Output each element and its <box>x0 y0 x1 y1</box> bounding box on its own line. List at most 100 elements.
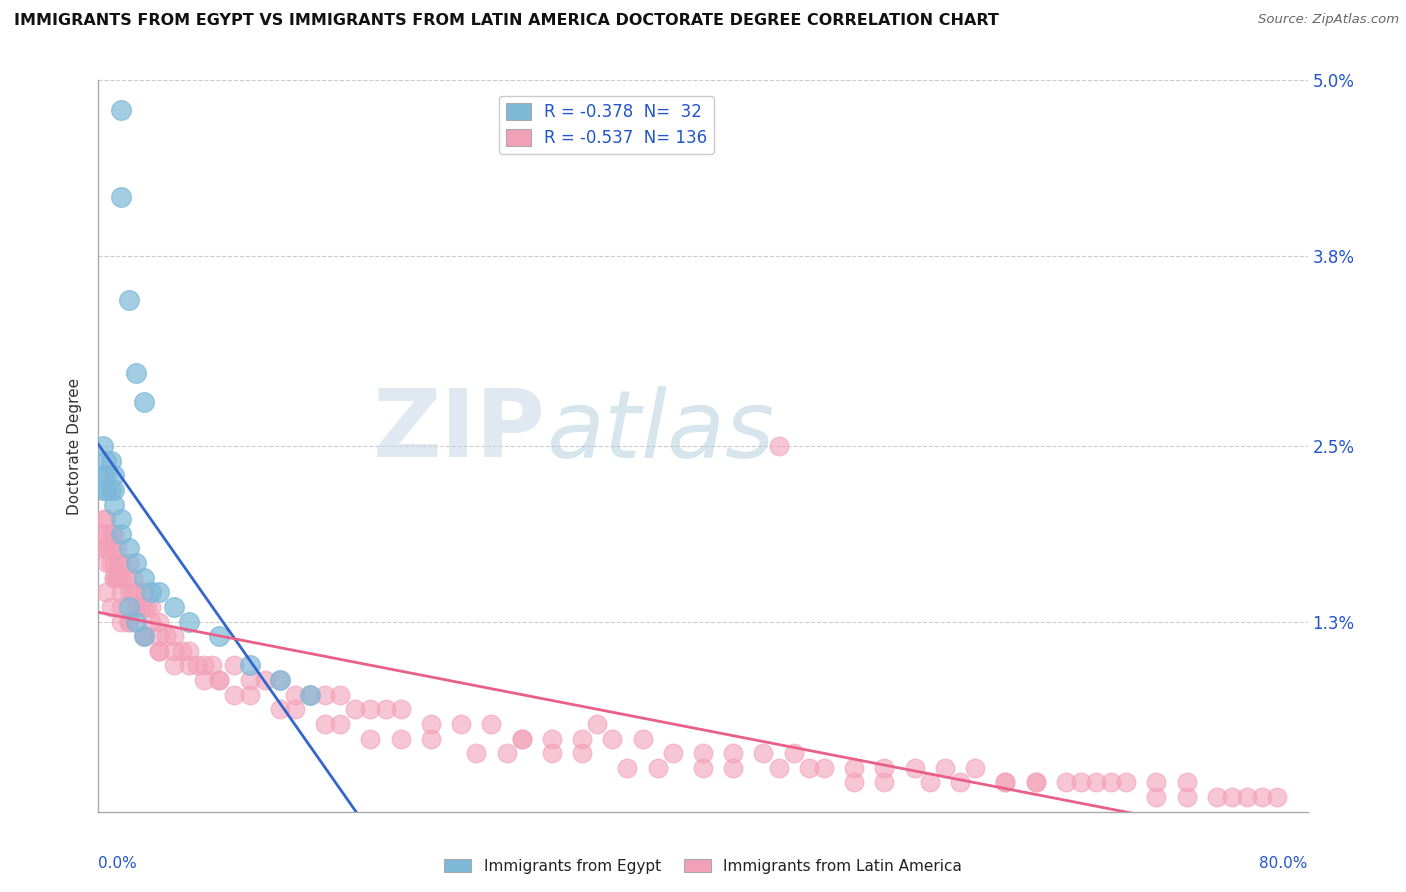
Point <box>141 615 163 629</box>
Point <box>1070 775 1092 789</box>
Point <box>110 585 132 599</box>
Point <box>170 644 193 658</box>
Point <box>103 556 125 570</box>
Point <box>148 644 170 658</box>
Point <box>314 717 336 731</box>
Point <box>208 673 231 687</box>
Point <box>481 717 503 731</box>
Point <box>94 468 117 483</box>
Point <box>91 526 114 541</box>
Point <box>125 556 148 570</box>
Point <box>201 658 224 673</box>
Point <box>692 761 714 775</box>
Point <box>571 731 593 746</box>
Point <box>122 571 145 585</box>
Point <box>121 585 143 599</box>
Point <box>616 761 638 775</box>
Point <box>132 629 155 643</box>
Point <box>752 746 775 760</box>
Y-axis label: Doctorate Degree: Doctorate Degree <box>67 377 83 515</box>
Legend: Immigrants from Egypt, Immigrants from Latin America: Immigrants from Egypt, Immigrants from L… <box>437 853 969 880</box>
Point <box>100 556 122 570</box>
Point <box>141 585 163 599</box>
Point <box>193 673 215 687</box>
Point <box>1251 790 1274 805</box>
Point <box>540 746 562 760</box>
Point <box>179 615 201 629</box>
Point <box>602 731 624 746</box>
Point <box>155 629 177 643</box>
Point <box>148 629 170 643</box>
Point <box>1236 790 1258 805</box>
Point <box>1054 775 1077 789</box>
Point <box>239 658 262 673</box>
Point <box>631 731 654 746</box>
Point <box>208 629 231 643</box>
Point <box>1115 775 1137 789</box>
Point <box>768 761 790 775</box>
Point <box>1267 790 1289 805</box>
Point <box>98 541 121 556</box>
Point <box>1206 790 1229 805</box>
Point <box>132 629 155 643</box>
Point <box>110 556 132 570</box>
Point <box>179 644 201 658</box>
Point <box>797 761 820 775</box>
Point <box>93 512 115 526</box>
Point <box>118 293 141 307</box>
Point <box>105 541 128 556</box>
Point <box>571 746 593 760</box>
Point <box>1175 790 1198 805</box>
Point <box>132 395 155 409</box>
Point <box>163 658 186 673</box>
Point <box>100 483 122 497</box>
Point <box>163 599 186 614</box>
Point <box>94 512 117 526</box>
Point <box>284 688 307 702</box>
Point <box>269 702 291 716</box>
Point <box>141 599 163 614</box>
Point <box>125 615 148 629</box>
Text: ZIP: ZIP <box>373 385 546 477</box>
Point <box>224 658 246 673</box>
Point <box>269 673 291 687</box>
Point <box>114 571 136 585</box>
Point <box>374 702 396 716</box>
Point <box>934 761 956 775</box>
Point <box>103 571 125 585</box>
Text: Source: ZipAtlas.com: Source: ZipAtlas.com <box>1258 13 1399 27</box>
Point <box>647 761 669 775</box>
Point <box>994 775 1017 789</box>
Point <box>692 746 714 760</box>
Point <box>103 483 125 497</box>
Point <box>661 746 683 760</box>
Point <box>844 775 866 789</box>
Point <box>344 702 367 716</box>
Point <box>118 585 141 599</box>
Point <box>132 629 155 643</box>
Point <box>163 629 186 643</box>
Point <box>186 658 208 673</box>
Point <box>540 731 562 746</box>
Point <box>239 688 262 702</box>
Point <box>1146 790 1168 805</box>
Point <box>91 439 114 453</box>
Point <box>329 688 352 702</box>
Point <box>100 453 122 467</box>
Point <box>100 526 122 541</box>
Text: 80.0%: 80.0% <box>1260 855 1308 871</box>
Point <box>110 615 132 629</box>
Point <box>148 644 170 658</box>
Point <box>1146 775 1168 789</box>
Point <box>148 585 170 599</box>
Point <box>125 585 148 599</box>
Text: IMMIGRANTS FROM EGYPT VS IMMIGRANTS FROM LATIN AMERICA DOCTORATE DEGREE CORRELAT: IMMIGRANTS FROM EGYPT VS IMMIGRANTS FROM… <box>14 13 998 29</box>
Point <box>103 498 125 512</box>
Point <box>110 571 132 585</box>
Point <box>1175 775 1198 789</box>
Point <box>135 599 157 614</box>
Point <box>450 717 472 731</box>
Point <box>360 731 382 746</box>
Point <box>208 673 231 687</box>
Point <box>91 468 114 483</box>
